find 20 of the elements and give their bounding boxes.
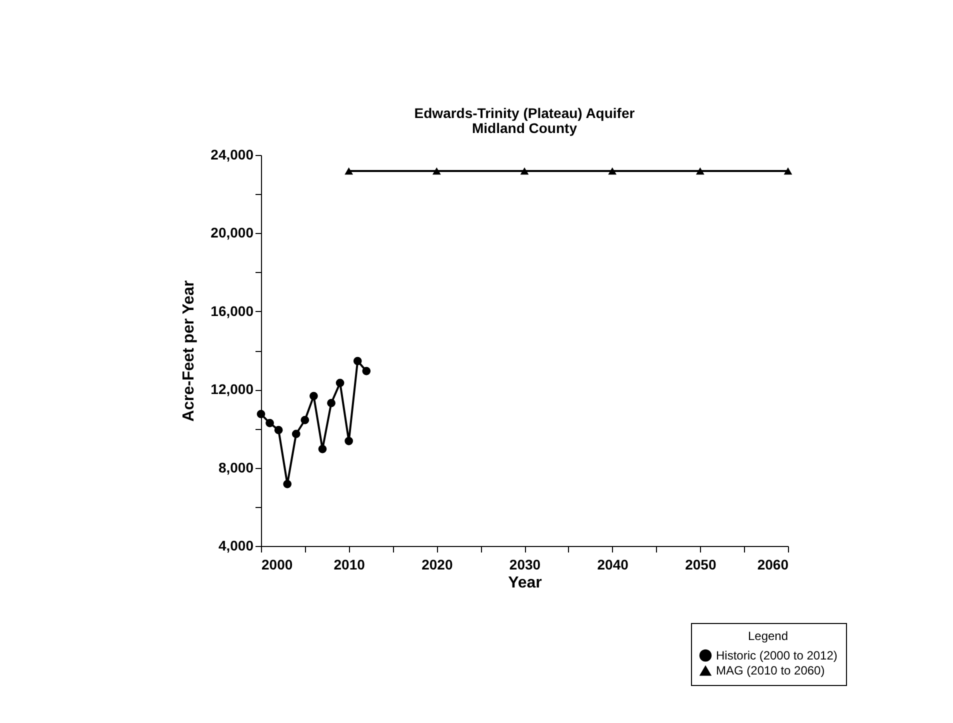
legend-label: MAG (2010 to 2060) <box>716 664 825 678</box>
y-tick-label: 20,000 <box>210 224 254 241</box>
legend-label: Historic (2000 to 2012) <box>716 648 838 662</box>
legend-title: Legend <box>748 629 788 643</box>
x-tick-label: 2030 <box>509 556 541 572</box>
chart-subtitle: Midland County <box>472 120 578 136</box>
y-tick-label: 4,000 <box>218 538 254 554</box>
x-tick-label: 2000 <box>262 556 293 572</box>
x-tick-label: 2040 <box>597 556 629 572</box>
y-tick-label: 24,000 <box>210 146 254 162</box>
x-axis-title: Year <box>508 574 542 592</box>
x-tick-label: 2060 <box>757 556 789 572</box>
y-tick-label: 12,000 <box>210 381 254 398</box>
x-tick-label: 2010 <box>334 556 366 572</box>
y-tick-label: 8,000 <box>218 459 254 476</box>
x-tick-label: 2050 <box>685 556 716 572</box>
chart-title: Edwards-Trinity (Plateau) Aquifer <box>414 105 636 121</box>
x-tick-label: 2020 <box>422 556 453 572</box>
y-axis-title: Acre-Feet per Year <box>180 280 198 422</box>
y-tick-label: 16,000 <box>210 302 254 319</box>
